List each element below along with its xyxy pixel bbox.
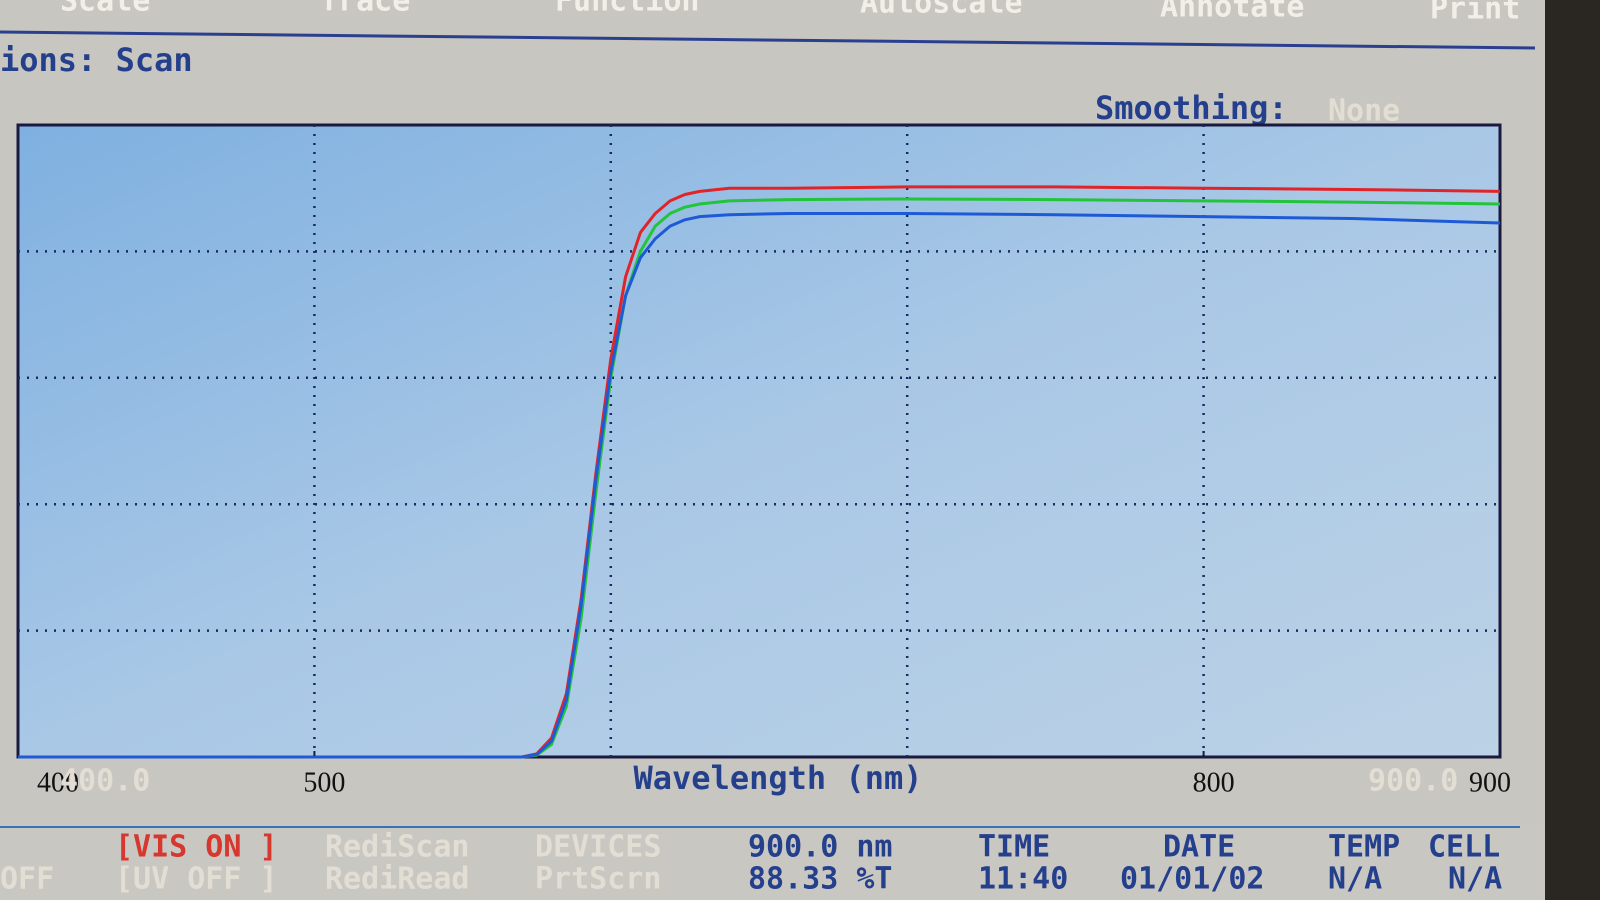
bezel — [1545, 0, 1600, 900]
ghost-label: 400.0 — [60, 764, 150, 799]
menu-item[interactable]: Trace — [320, 0, 410, 19]
x-tick-label: 800 — [1193, 767, 1235, 798]
prtscrn[interactable]: PrtScrn — [535, 862, 661, 897]
cell-label: CELL — [1428, 830, 1500, 865]
reading: 88.33 %T — [748, 862, 893, 897]
off-status[interactable]: OFF — [0, 862, 54, 897]
devices[interactable]: DEVICES — [535, 830, 661, 865]
menu-item[interactable]: Scale — [60, 0, 150, 19]
wavelength: 900.0 nm — [748, 830, 893, 865]
temp-value: N/A — [1328, 862, 1382, 897]
ghost-label: 900.0 — [1368, 764, 1458, 799]
rediscan[interactable]: RediScan — [325, 830, 470, 865]
temp-label: TEMP — [1328, 830, 1400, 865]
vis-status[interactable]: [VIS ON ] — [115, 830, 278, 865]
menu-rule — [0, 30, 1536, 50]
x-tick-label: 500 — [303, 767, 345, 798]
plot-area — [16, 123, 1502, 759]
x-tick-label: 900 — [1469, 767, 1511, 798]
smoothing-value[interactable]: None — [1328, 94, 1400, 129]
options-label: ions: Scan — [0, 41, 193, 79]
cell-value: N/A — [1448, 862, 1502, 897]
rediread[interactable]: RediRead — [325, 862, 470, 897]
time-label: TIME — [978, 830, 1050, 865]
status-bar — [0, 825, 1545, 900]
menu-item[interactable]: Function — [555, 0, 700, 19]
time-value: 11:40 — [978, 862, 1068, 897]
menu-item[interactable]: Autoscale — [860, 0, 1023, 21]
date-value: 01/01/02 — [1120, 862, 1265, 897]
menu-item[interactable]: Annotate — [1160, 0, 1305, 25]
x-tick-label: 400 — [37, 767, 79, 798]
date-label: DATE — [1163, 830, 1235, 865]
smoothing-label: Smoothing: — [1095, 89, 1288, 127]
uv-status[interactable]: [UV OFF ] — [115, 862, 278, 897]
x-axis-label: Wavelength (nm) — [634, 759, 923, 797]
series-line — [18, 211, 1501, 759]
menu-item[interactable]: Print — [1430, 0, 1520, 27]
plot: 400 500 800 900 — [16, 123, 1511, 798]
